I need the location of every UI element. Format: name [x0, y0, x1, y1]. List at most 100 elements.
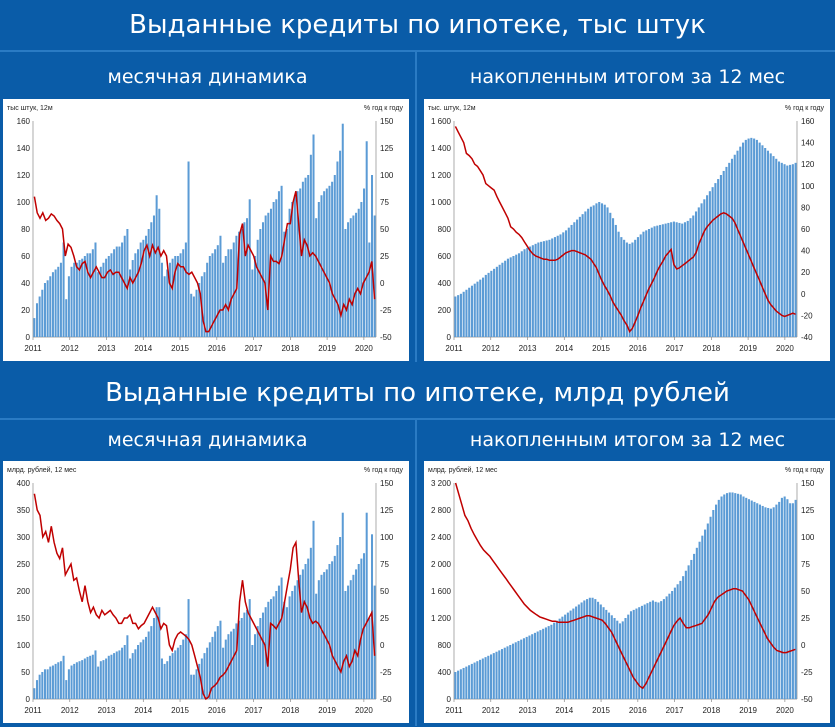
bar [492, 653, 495, 699]
bar [246, 609, 249, 699]
bar [598, 202, 601, 337]
bar [238, 620, 241, 699]
bar [57, 266, 60, 337]
bar [176, 647, 179, 699]
bar [307, 175, 310, 337]
bar [171, 258, 174, 337]
bar [612, 218, 615, 337]
y-left-tick-label: 0 [447, 333, 452, 342]
bar [360, 202, 363, 337]
bar [222, 262, 225, 337]
y-right-tick-label: 120 [801, 160, 815, 169]
bar [70, 665, 73, 699]
bar [243, 612, 246, 699]
bar [301, 569, 304, 699]
bar [479, 659, 482, 699]
bar [214, 249, 217, 337]
bar [553, 237, 557, 337]
y-left-tick-label: 60 [21, 252, 30, 261]
y-right-tick-label: 20 [801, 268, 810, 277]
y-right-tick-label: 40 [801, 247, 810, 256]
bar [49, 276, 52, 337]
bar [365, 141, 368, 337]
bar [121, 242, 124, 337]
chart-count-cumulative: тыс. штук, 12м% год к году02004006008001… [428, 105, 824, 353]
bar [761, 505, 764, 699]
bar [216, 626, 219, 699]
x-tick-label: 2016 [629, 706, 647, 715]
bar [728, 492, 731, 699]
bar [131, 653, 134, 699]
bar [720, 496, 723, 699]
bar [160, 658, 163, 699]
y-left-tick-label: 1 200 [431, 614, 452, 623]
bar [248, 199, 251, 337]
bar [208, 642, 211, 699]
bar [599, 604, 602, 699]
bar [686, 220, 689, 337]
bar [73, 663, 76, 699]
bar [539, 630, 542, 699]
bar [719, 175, 722, 337]
bar [371, 175, 374, 337]
bar [537, 242, 540, 337]
bar [687, 565, 690, 699]
bar [174, 256, 177, 337]
x-tick-label: 2011 [24, 344, 42, 353]
bar [166, 269, 169, 337]
bar [559, 234, 562, 337]
bar [224, 256, 227, 337]
bar [357, 208, 360, 337]
x-tick-label: 2018 [702, 344, 720, 353]
bar [328, 185, 331, 337]
y-right-tick-label: -25 [801, 668, 813, 677]
bar [49, 666, 52, 699]
bar [65, 299, 68, 337]
bar [616, 620, 619, 699]
bar [487, 272, 490, 337]
bar [639, 234, 642, 337]
bar [775, 158, 778, 337]
left-axis-unit-label: тыс штук, 12м [7, 105, 53, 112]
bar [339, 150, 342, 337]
bar [137, 645, 140, 699]
bar [682, 576, 685, 699]
bar [179, 253, 182, 337]
bar [78, 260, 81, 337]
bar [664, 223, 667, 337]
y-left-tick-label: 0 [26, 333, 31, 342]
bar [105, 258, 108, 337]
bar [89, 655, 92, 699]
y-right-tick-label: 50 [380, 225, 389, 234]
bar [656, 225, 659, 337]
bar [190, 293, 193, 337]
bar [731, 492, 734, 699]
bar [168, 655, 171, 699]
bar [550, 624, 553, 699]
bar [706, 523, 709, 699]
bar [158, 607, 161, 699]
bar [54, 269, 57, 337]
bar [498, 650, 501, 699]
x-tick-label: 2020 [776, 706, 794, 715]
bar [544, 627, 547, 699]
bar [684, 570, 687, 699]
bar [725, 166, 728, 337]
bar [331, 561, 334, 699]
bar [753, 501, 756, 699]
bar [81, 258, 84, 337]
y-right-tick-label: 0 [380, 279, 385, 288]
bar [190, 674, 193, 699]
bar [347, 222, 350, 337]
y-left-tick-label: 50 [21, 668, 30, 677]
chart-panel-volume-monthly: млрд. рублей, 12 мес % год к году 0 50 100 15… [3, 461, 409, 723]
y-left-tick-label: 400 [438, 668, 452, 677]
chart-volume-cumulative: млрд. рублей, 12 мес % год к году 0 400 800 1… [428, 466, 824, 715]
bar [309, 154, 312, 337]
bar [728, 162, 731, 337]
bar [675, 222, 678, 337]
bar [657, 602, 660, 699]
x-tick-label: 2019 [739, 706, 757, 715]
bar [97, 666, 100, 699]
bar [251, 645, 254, 699]
